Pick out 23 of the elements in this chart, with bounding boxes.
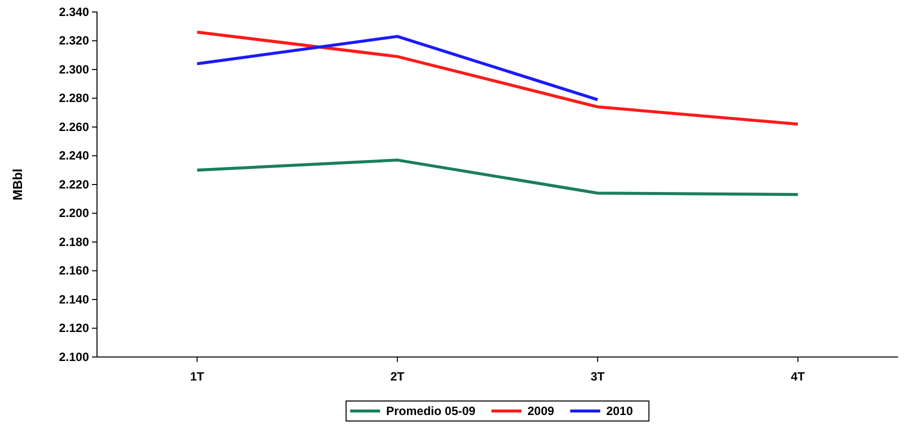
- y-tick-label: 2.200: [58, 206, 90, 220]
- y-tick-label: 2.120: [58, 321, 90, 336]
- y-tick-label: 2.300: [58, 62, 90, 76]
- line-series: [196, 158, 800, 196]
- y-tick-label: 2.320: [58, 34, 90, 48]
- y-tick-label: 2.140: [58, 292, 90, 306]
- y-tick-label: 2.240: [58, 148, 90, 163]
- legend-label: 2009: [527, 404, 555, 418]
- y-tick-label: 2.220: [58, 177, 90, 192]
- y-tick-label: 2.260: [58, 120, 90, 134]
- y-tick-label: 2.340: [58, 4, 90, 19]
- legend-label: Promedio 05-09: [386, 404, 476, 418]
- x-tick-label: 4T: [790, 370, 806, 384]
- x-tick-label: 2T: [390, 370, 406, 384]
- y-axis-title: MBbl: [10, 168, 25, 200]
- line-series: [196, 30, 800, 126]
- legend-label: 2010: [606, 404, 634, 418]
- y-tick-label: 2.160: [58, 264, 90, 278]
- y-tick-label: 2.180: [58, 234, 90, 249]
- x-tick-label: 1T: [190, 370, 205, 384]
- y-tick-label: 2.280: [58, 91, 90, 106]
- y-tick-label: 2.100: [58, 350, 90, 364]
- x-tick-label: 3T: [590, 370, 606, 384]
